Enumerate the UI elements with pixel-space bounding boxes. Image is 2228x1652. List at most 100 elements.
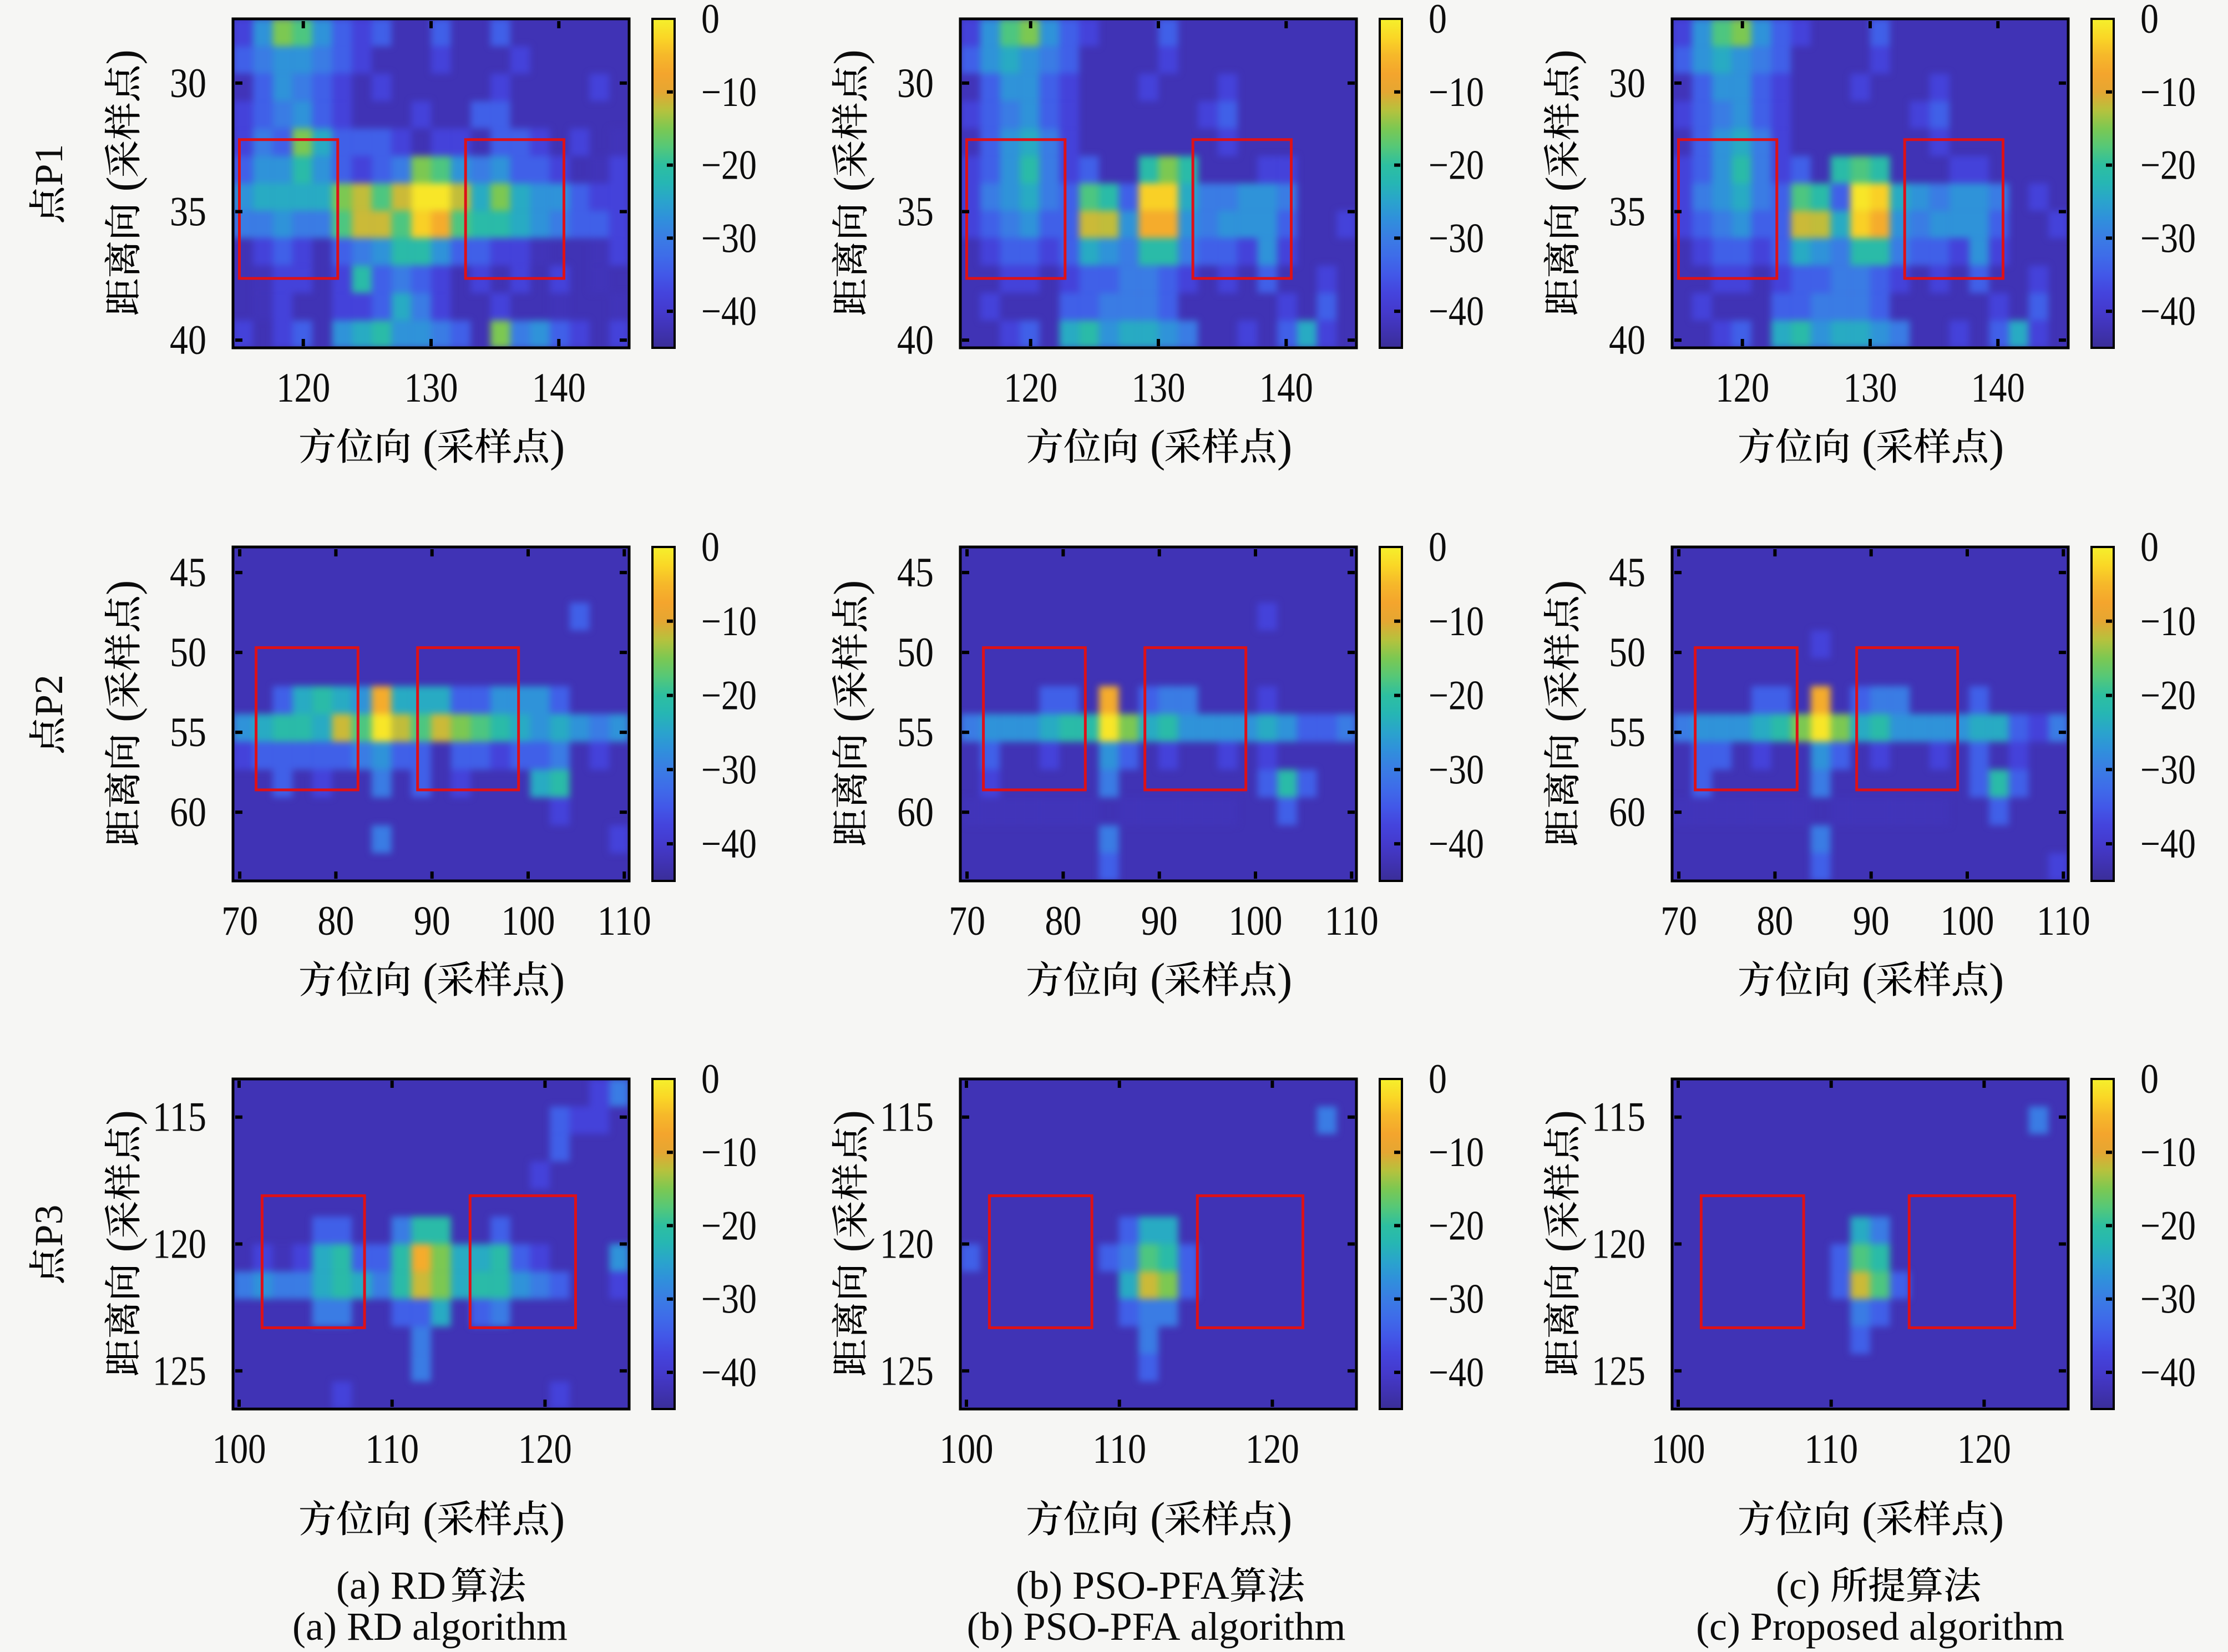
svg-text:110: 110 — [2037, 898, 2090, 944]
svg-text:50: 50 — [1609, 630, 1645, 676]
svg-text:(b) PSO-PFA algorithm: (b) PSO-PFA algorithm — [967, 1604, 1346, 1649]
svg-text:−30: −30 — [701, 1276, 757, 1322]
svg-text:−40: −40 — [2140, 288, 2196, 335]
svg-text:130: 130 — [404, 365, 458, 411]
svg-text:30: 30 — [170, 60, 206, 107]
svg-text:(: ( — [824, 1237, 875, 1252]
svg-text:): ) — [97, 580, 148, 595]
svg-text:60: 60 — [1609, 789, 1645, 835]
svg-text:): ) — [824, 1110, 875, 1125]
svg-text:): ) — [1536, 1110, 1587, 1125]
svg-text:(: ( — [1536, 1237, 1587, 1252]
svg-text:−30: −30 — [1429, 1276, 1484, 1322]
svg-text:(: ( — [824, 707, 875, 722]
svg-text:−30: −30 — [1429, 215, 1484, 261]
svg-text:(: ( — [1536, 707, 1587, 722]
svg-text:−10: −10 — [701, 69, 757, 115]
svg-text:−30: −30 — [701, 747, 757, 793]
svg-text:100: 100 — [212, 1426, 266, 1472]
svg-text:): ) — [97, 49, 148, 64]
svg-text:P3: P3 — [27, 1204, 71, 1246]
svg-text:40: 40 — [1609, 317, 1645, 363]
svg-text:125: 125 — [153, 1348, 206, 1394]
svg-text:125: 125 — [1592, 1348, 1645, 1394]
svg-text:0: 0 — [2140, 524, 2159, 570]
svg-text:−10: −10 — [701, 599, 757, 645]
svg-text:): ) — [1989, 1493, 2004, 1543]
svg-text:0: 0 — [2140, 0, 2159, 42]
svg-text:0: 0 — [1429, 524, 1447, 570]
svg-text:−20: −20 — [1429, 1203, 1484, 1249]
svg-text:(: ( — [1150, 954, 1165, 1004]
svg-text:(: ( — [97, 176, 148, 191]
svg-text:): ) — [824, 580, 875, 595]
svg-text:): ) — [1989, 954, 2004, 1004]
svg-text:(a) RD algorithm: (a) RD algorithm — [292, 1604, 568, 1649]
svg-text:120: 120 — [1245, 1426, 1299, 1472]
svg-text:−20: −20 — [2140, 673, 2196, 719]
svg-text:0: 0 — [2140, 1056, 2159, 1102]
svg-text:110: 110 — [1325, 898, 1379, 944]
svg-text:0: 0 — [1429, 0, 1447, 42]
svg-text:−30: −30 — [2140, 1276, 2196, 1322]
svg-text:): ) — [1989, 420, 2004, 471]
svg-text:120: 120 — [518, 1426, 572, 1472]
svg-text:(: ( — [824, 176, 875, 191]
svg-text:−20: −20 — [1429, 143, 1484, 189]
svg-text:−20: −20 — [701, 1203, 757, 1249]
svg-text:115: 115 — [880, 1094, 934, 1141]
svg-text:P1: P1 — [27, 144, 71, 186]
svg-text:−10: −10 — [1429, 599, 1484, 645]
svg-text:45: 45 — [170, 550, 206, 596]
svg-text:45: 45 — [897, 550, 934, 596]
svg-text:90: 90 — [414, 898, 450, 944]
svg-text:140: 140 — [1971, 365, 2025, 411]
svg-text:(: ( — [1862, 420, 1877, 471]
svg-text:−30: −30 — [1429, 747, 1484, 793]
svg-text:): ) — [550, 1493, 565, 1543]
svg-text:−30: −30 — [2140, 747, 2196, 793]
svg-text:): ) — [824, 49, 875, 64]
svg-text:100: 100 — [1229, 898, 1283, 944]
svg-text:110: 110 — [597, 898, 651, 944]
svg-text:35: 35 — [1609, 189, 1645, 235]
svg-text:45: 45 — [1609, 550, 1645, 596]
svg-text:−30: −30 — [701, 215, 757, 261]
svg-text:130: 130 — [1132, 365, 1186, 411]
svg-text:90: 90 — [1141, 898, 1178, 944]
svg-text:(: ( — [423, 954, 438, 1004]
svg-text:−20: −20 — [2140, 1203, 2196, 1249]
svg-text:40: 40 — [897, 317, 934, 363]
svg-text:−40: −40 — [1429, 288, 1484, 335]
svg-text:−20: −20 — [2140, 143, 2196, 189]
svg-text:(: ( — [1862, 954, 1877, 1004]
svg-text:(b) PSO-PFA: (b) PSO-PFA — [1016, 1563, 1229, 1608]
svg-text:120: 120 — [880, 1222, 934, 1268]
svg-text:0: 0 — [701, 1056, 720, 1102]
svg-text:80: 80 — [317, 898, 354, 944]
svg-text:90: 90 — [1853, 898, 1890, 944]
svg-text:(: ( — [423, 1493, 438, 1543]
svg-text:70: 70 — [949, 898, 985, 944]
svg-text:50: 50 — [897, 630, 934, 676]
svg-text:110: 110 — [1804, 1426, 1858, 1472]
svg-text:0: 0 — [1429, 1056, 1447, 1102]
svg-text:(: ( — [423, 420, 438, 471]
svg-text:(: ( — [97, 707, 148, 722]
svg-text:(: ( — [1150, 1493, 1165, 1543]
svg-text:−10: −10 — [2140, 1129, 2196, 1175]
svg-text:): ) — [1277, 420, 1292, 471]
svg-text:115: 115 — [153, 1094, 206, 1141]
svg-text:110: 110 — [365, 1426, 419, 1472]
svg-text:−10: −10 — [701, 1129, 757, 1175]
svg-text:40: 40 — [170, 317, 206, 363]
svg-text:120: 120 — [1715, 365, 1769, 411]
svg-text:−40: −40 — [1429, 1350, 1484, 1396]
svg-text:35: 35 — [897, 189, 934, 235]
svg-text:P2: P2 — [27, 675, 71, 717]
svg-text:120: 120 — [1004, 365, 1057, 411]
svg-text:−20: −20 — [1429, 673, 1484, 719]
svg-text:70: 70 — [1660, 898, 1697, 944]
svg-text:120: 120 — [1592, 1222, 1645, 1268]
svg-text:115: 115 — [1592, 1094, 1645, 1141]
